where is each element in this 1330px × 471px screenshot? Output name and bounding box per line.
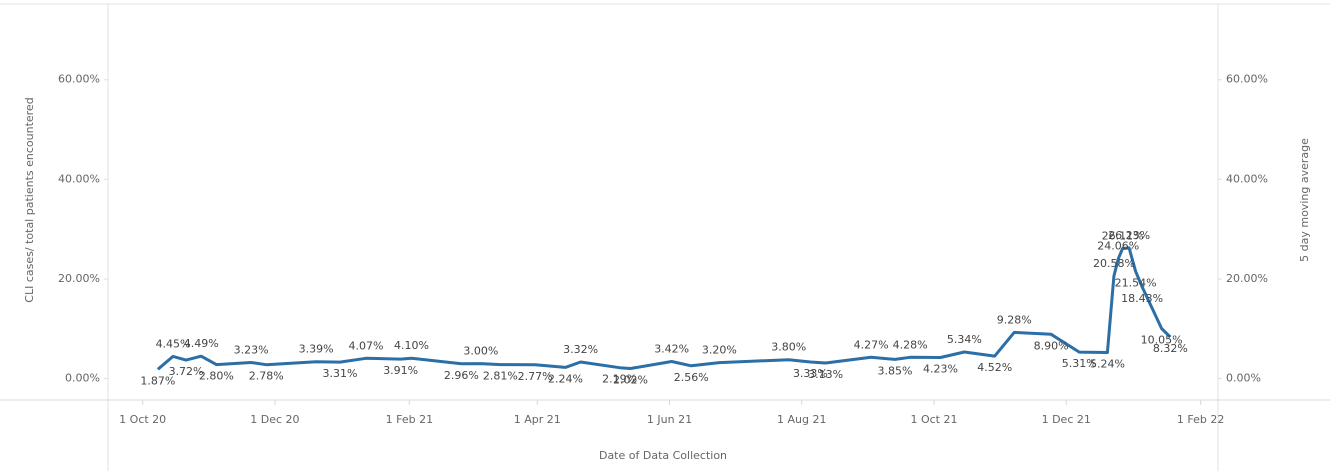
- x-tick-label: 1 Feb 22: [1177, 413, 1224, 426]
- data-label: 2.19%: [602, 373, 637, 386]
- data-label: 3.72%: [169, 365, 204, 378]
- data-label: 3.85%: [877, 364, 912, 377]
- x-tick-label: 1 Dec 20: [250, 413, 299, 426]
- data-label: 2.77%: [518, 370, 553, 383]
- data-label: 3.32%: [563, 343, 598, 356]
- data-label: 2.80%: [199, 370, 234, 383]
- y2-tick-label: 40.00%: [1226, 172, 1268, 185]
- x-axis-title: Date of Data Collection: [599, 449, 727, 462]
- data-line: [156, 246, 1172, 371]
- data-label: 3.00%: [463, 345, 498, 358]
- y-tick-label: 0.00%: [65, 372, 100, 385]
- data-label: 2.56%: [674, 371, 709, 384]
- data-label: 5.24%: [1090, 357, 1125, 370]
- data-label: 9.28%: [997, 313, 1032, 326]
- x-tick-label: 1 Aug 21: [777, 413, 826, 426]
- y2-tick-label: 60.00%: [1226, 73, 1268, 86]
- data-label: 4.49%: [184, 337, 219, 350]
- data-label: 4.10%: [394, 339, 429, 352]
- data-label: 3.80%: [771, 341, 806, 354]
- y-axis-title: CLI cases/ total patients encountered: [23, 97, 36, 302]
- data-label: 2.81%: [483, 370, 518, 383]
- x-tick-label: 1 Oct 21: [910, 413, 957, 426]
- data-label: 3.91%: [383, 364, 418, 377]
- data-label: 4.23%: [923, 363, 958, 376]
- data-label: 21.54%: [1115, 276, 1157, 289]
- data-label: 2.78%: [249, 370, 284, 383]
- data-label: 2.02%: [613, 374, 648, 387]
- data-label: 3.20%: [702, 344, 737, 357]
- data-label: 3.13%: [808, 368, 843, 381]
- data-label: 3.33%: [793, 367, 828, 380]
- data-label: 4.28%: [893, 338, 928, 351]
- data-label: 18.43%: [1121, 292, 1163, 305]
- x-tick-label: 1 Apr 21: [514, 413, 561, 426]
- y2-axis-title: 5 day moving average: [1298, 138, 1311, 262]
- data-label: 4.45%: [156, 337, 191, 350]
- data-label: 4.52%: [977, 361, 1012, 374]
- data-label: 4.27%: [854, 338, 889, 351]
- data-label: 4.07%: [349, 339, 384, 352]
- data-label: 26.11%: [1102, 230, 1144, 243]
- data-label: 10.05%: [1141, 334, 1183, 347]
- data-label: 20.58%: [1093, 257, 1135, 270]
- y-tick-label: 60.00%: [58, 73, 100, 86]
- x-tick-label: 1 Dec 21: [1042, 413, 1091, 426]
- data-label: 8.32%: [1153, 342, 1188, 355]
- data-label: 3.39%: [299, 343, 334, 356]
- data-label: 26.23%: [1108, 229, 1150, 242]
- y-tick-label: 40.00%: [58, 172, 100, 185]
- x-tick-label: 1 Jun 21: [647, 413, 692, 426]
- data-label: 5.31%: [1062, 357, 1097, 370]
- x-tick-label: 1 Feb 21: [386, 413, 433, 426]
- x-tick-label: 1 Oct 20: [119, 413, 166, 426]
- data-label: 2.24%: [548, 372, 583, 385]
- y2-tick-label: 20.00%: [1226, 272, 1268, 285]
- data-label: 1.87%: [140, 374, 175, 387]
- data-label: 3.42%: [654, 343, 689, 356]
- data-label: 24.06%: [1097, 240, 1139, 253]
- y-tick-label: 20.00%: [58, 272, 100, 285]
- data-label: 3.23%: [234, 343, 269, 356]
- data-label: 2.96%: [444, 369, 479, 382]
- data-label: 5.34%: [947, 333, 982, 346]
- data-label: 8.90%: [1034, 339, 1069, 352]
- data-label: 3.31%: [322, 367, 357, 380]
- y2-tick-label: 0.00%: [1226, 372, 1261, 385]
